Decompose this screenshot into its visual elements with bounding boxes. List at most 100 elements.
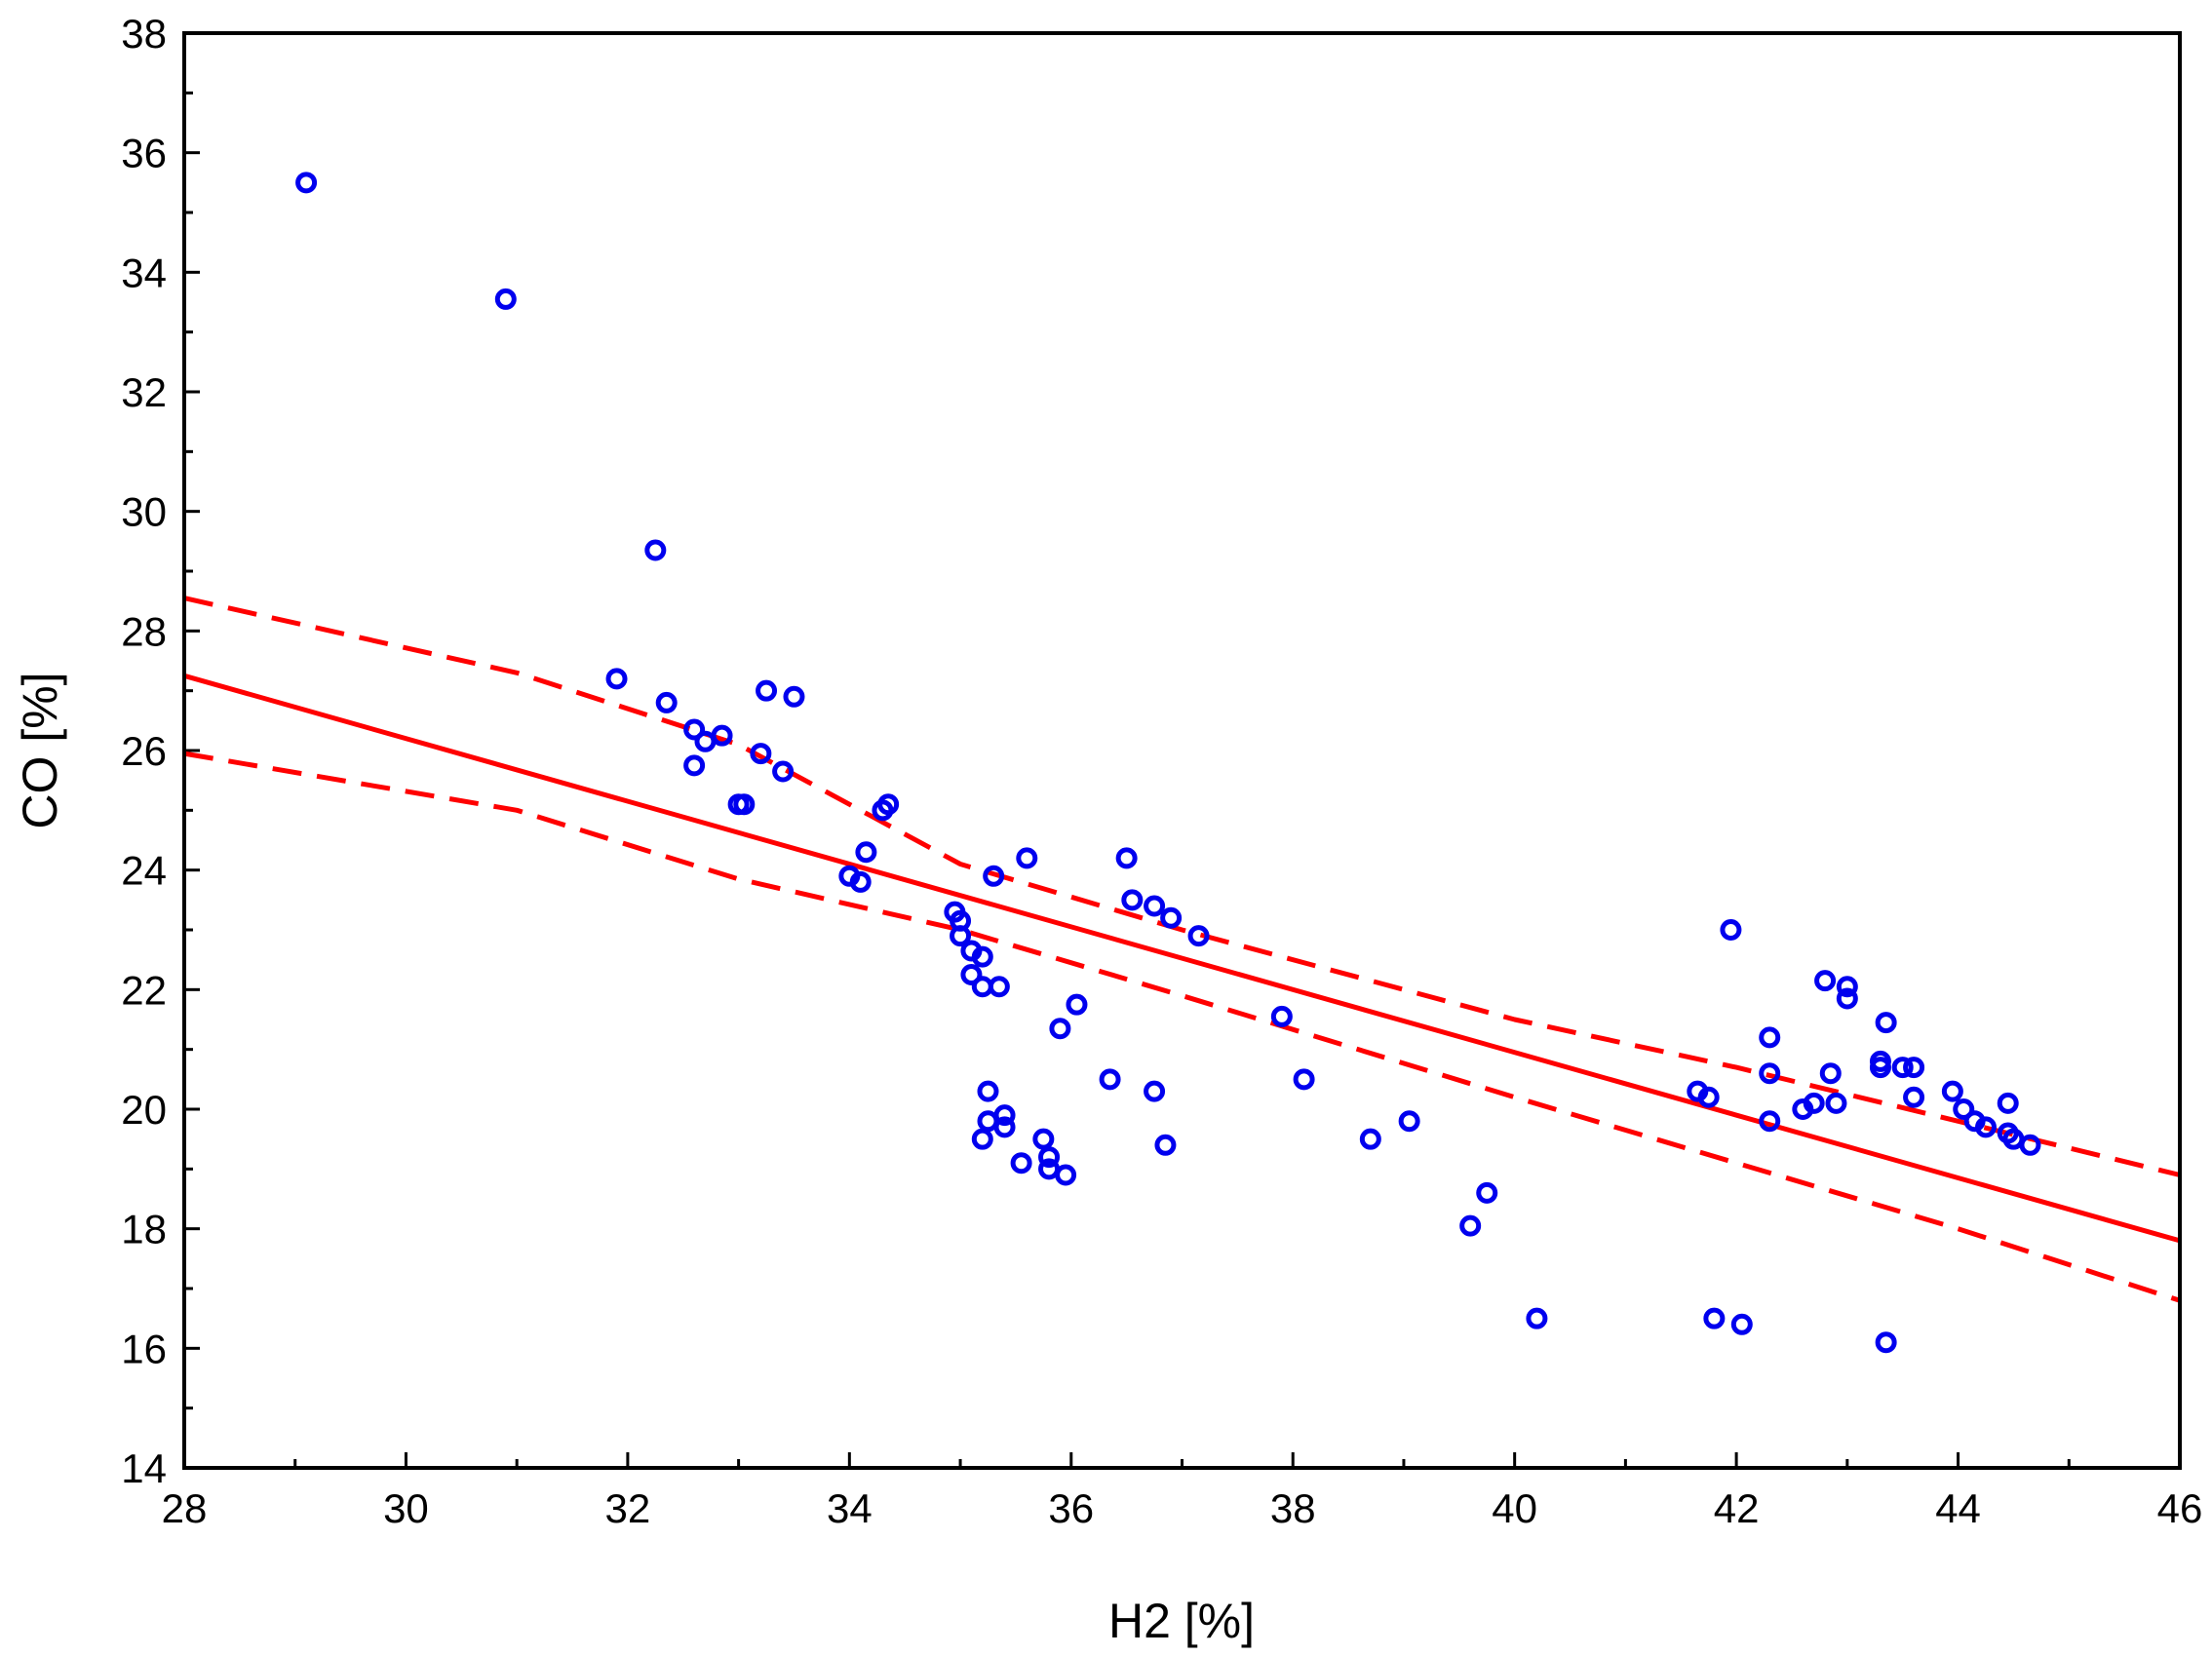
x-tick-label-46: 46 — [2157, 1485, 2203, 1531]
x-axis-title: H2 [%] — [1108, 1594, 1255, 1648]
y-tick-label-20: 20 — [121, 1087, 167, 1133]
data-point — [1974, 1116, 1997, 1138]
y-tick-label-38: 38 — [121, 11, 167, 57]
data-point — [1759, 1062, 1781, 1085]
data-point — [1016, 847, 1038, 869]
data-point — [1476, 1181, 1498, 1204]
data-point — [1526, 1307, 1548, 1329]
data-point — [1144, 1080, 1166, 1102]
data-point — [993, 1104, 1016, 1127]
data-point — [971, 945, 993, 968]
data-point — [1759, 1110, 1781, 1133]
data-point — [1903, 1057, 1925, 1079]
data-point — [295, 172, 318, 194]
data-point — [983, 865, 1005, 887]
data-point — [1121, 889, 1144, 911]
x-tick-label-42: 42 — [1714, 1485, 1760, 1531]
data-point — [655, 691, 678, 713]
y-tick-labels: 14 16 18 20 22 24 26 28 30 32 34 36 38 — [121, 11, 167, 1491]
data-point — [605, 668, 628, 690]
data-point — [1903, 1086, 1925, 1108]
data-points — [295, 172, 2041, 1354]
data-point — [1730, 1313, 1753, 1335]
y-tick-label-28: 28 — [121, 608, 167, 654]
data-point — [1825, 1092, 1847, 1114]
data-point — [1836, 976, 1858, 998]
lower-confidence-band-line — [183, 751, 2181, 1303]
data-point — [1398, 1110, 1420, 1133]
y-tick-label-14: 14 — [121, 1445, 167, 1491]
data-point — [1697, 1086, 1720, 1108]
y-tick-label-34: 34 — [121, 250, 167, 295]
data-point — [1703, 1307, 1726, 1329]
data-point — [1144, 895, 1166, 917]
data-point — [1836, 987, 1858, 1010]
data-point — [2019, 1134, 2041, 1156]
data-point — [494, 288, 517, 310]
data-point — [1293, 1068, 1315, 1091]
data-point — [849, 870, 872, 893]
data-point — [683, 754, 706, 777]
data-point — [1869, 1057, 1891, 1079]
data-point — [1032, 1128, 1055, 1150]
data-point — [1115, 847, 1138, 869]
data-point — [1010, 1152, 1032, 1175]
data-point — [993, 1116, 1016, 1138]
data-point — [1066, 993, 1088, 1016]
data-point — [877, 793, 900, 816]
y-axis-title: CO [%] — [13, 672, 67, 828]
data-point — [1803, 1092, 1825, 1114]
plot-area-frame — [182, 31, 2182, 1470]
x-tick-label-28: 28 — [162, 1485, 208, 1531]
data-point — [1997, 1092, 2019, 1114]
data-point — [756, 679, 778, 702]
data-point — [733, 793, 756, 816]
data-point — [1814, 970, 1837, 992]
y-tick-label-32: 32 — [121, 369, 167, 415]
x-tick-label-36: 36 — [1048, 1485, 1094, 1531]
data-point — [1359, 1128, 1381, 1150]
data-point — [1160, 906, 1183, 929]
data-point — [1055, 1164, 1077, 1186]
data-point — [971, 1128, 993, 1150]
y-tick-label-18: 18 — [121, 1207, 167, 1252]
y-tick-label-30: 30 — [121, 489, 167, 535]
data-point — [750, 743, 772, 765]
data-point — [1891, 1057, 1914, 1079]
upper-confidence-band-line — [183, 596, 2181, 1177]
y-tick-label-22: 22 — [121, 967, 167, 1013]
y-tick-label-16: 16 — [121, 1326, 167, 1371]
data-point — [644, 539, 667, 561]
y-tick-label-24: 24 — [121, 848, 167, 894]
y-tick-label-26: 26 — [121, 728, 167, 774]
data-point — [1941, 1080, 1963, 1102]
x-tick-label-38: 38 — [1270, 1485, 1316, 1531]
data-point — [683, 718, 706, 741]
x-tick-label-40: 40 — [1492, 1485, 1537, 1531]
data-point — [783, 685, 805, 708]
data-point — [1759, 1026, 1781, 1049]
x-tick-label-44: 44 — [1935, 1485, 1981, 1531]
data-point — [1270, 1005, 1293, 1027]
data-point — [950, 925, 972, 947]
data-point — [1459, 1214, 1482, 1237]
data-point — [1154, 1134, 1177, 1156]
data-point — [1953, 1098, 1975, 1120]
x-tick-label-34: 34 — [827, 1485, 873, 1531]
fit-lines — [183, 596, 2181, 1303]
data-point — [1875, 1331, 1897, 1354]
data-point — [1875, 1012, 1897, 1034]
data-point — [988, 976, 1010, 998]
data-point — [1819, 1062, 1842, 1085]
data-point — [855, 841, 877, 864]
data-point — [977, 1080, 999, 1102]
data-point — [1049, 1018, 1071, 1040]
x-tick-label-30: 30 — [383, 1485, 429, 1531]
data-point — [1187, 925, 1210, 947]
x-tick-labels: 28 30 32 34 36 38 40 42 44 46 — [162, 1485, 2203, 1531]
data-point — [1038, 1146, 1061, 1169]
data-point — [711, 724, 733, 747]
data-point — [960, 964, 983, 985]
